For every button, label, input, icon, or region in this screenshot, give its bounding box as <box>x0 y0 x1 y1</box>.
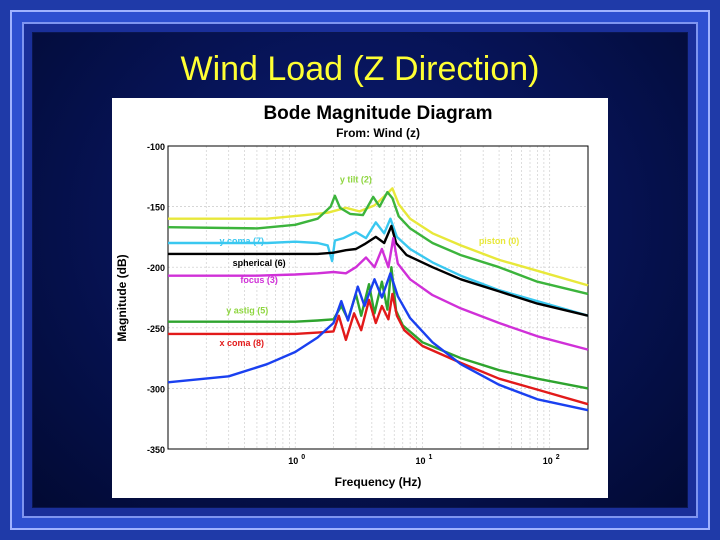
y-tick-label: -250 <box>147 324 165 334</box>
annotation-label: piston (0) <box>479 236 520 246</box>
series-line-unlabeled <box>167 272 589 412</box>
series-line-spherical-6 <box>168 224 589 317</box>
annotation-label: y coma (7) <box>220 236 265 246</box>
y-tick-label: -150 <box>147 203 165 213</box>
chart-subtitle: From: Wind (z) <box>336 126 420 140</box>
y-tick-label: -350 <box>147 445 165 455</box>
y-tick-label: -100 <box>147 142 165 152</box>
y-tick-labels: -100 -150 -200 -250 -300 -350 <box>147 142 165 455</box>
x-axis-label: Frequency (Hz) <box>335 475 422 489</box>
annotation-label: spherical (6) <box>233 258 286 268</box>
chart-paper <box>112 98 608 498</box>
series-line-y-coma-7 <box>168 217 589 317</box>
annotation-label: y astig (5) <box>226 305 268 315</box>
y-tick-label: -300 <box>147 384 165 394</box>
y-axis-label: Magnitude (dB) <box>115 254 129 341</box>
x-tick-base: 10 <box>415 456 425 466</box>
y-tick-label: -200 <box>147 263 165 273</box>
x-tick-labels: 10 0 10 1 10 2 <box>288 454 559 466</box>
annotation-label: focus (3) <box>240 275 278 285</box>
x-tick-exponent: 2 <box>556 454 560 461</box>
x-tick-base: 10 <box>543 456 553 466</box>
series-lines <box>167 187 589 412</box>
x-tick-label: 10 1 <box>415 454 432 466</box>
series-annotations: y tilt (2) piston (0) y coma (7) spherical … <box>220 174 520 348</box>
x-tick-label: 10 0 <box>288 454 305 466</box>
x-tick-exponent: 0 <box>301 454 305 461</box>
x-tick-exponent: 1 <box>428 454 432 461</box>
annotation-label: y tilt (2) <box>340 174 372 184</box>
slide-title: Wind Load (Z Direction) <box>180 50 540 88</box>
series-line-focus-3 <box>168 236 589 351</box>
series-line-piston-0 <box>168 187 589 287</box>
series-line-y-tilt-2 <box>167 190 589 296</box>
chart-title: Bode Magnitude Diagram <box>263 103 492 124</box>
plot-area-border <box>167 145 589 450</box>
x-tick-base: 10 <box>288 456 298 466</box>
annotation-label: x coma (8) <box>220 338 265 348</box>
x-tick-label: 10 2 <box>543 454 560 466</box>
